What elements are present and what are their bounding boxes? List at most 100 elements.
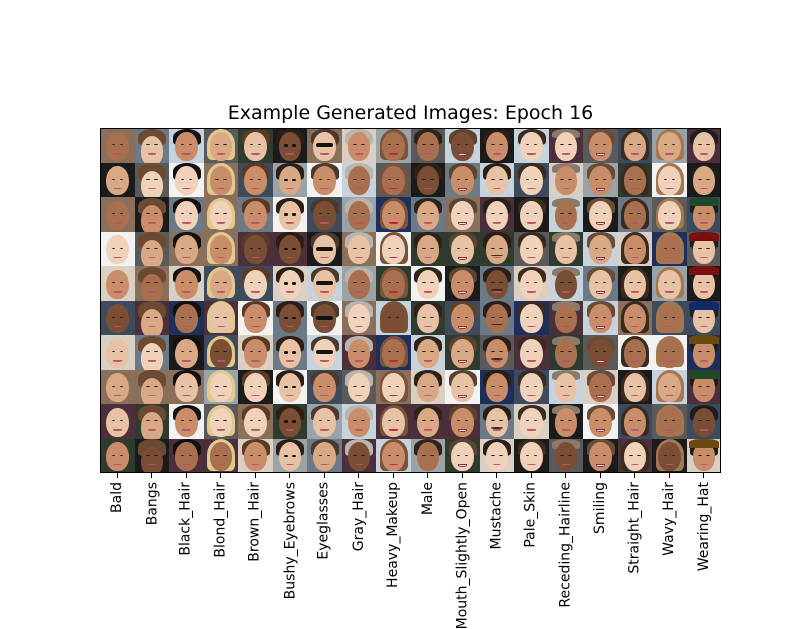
- face-image: [341, 300, 377, 336]
- eye-right: [292, 282, 296, 285]
- face-image: [169, 369, 204, 405]
- mouth: [630, 394, 640, 397]
- face-shape: [278, 200, 302, 230]
- eye-left: [387, 144, 392, 146]
- eye-right: [257, 213, 262, 215]
- mouth: [285, 291, 295, 293]
- hat-icon: [689, 197, 719, 207]
- eye-left: [387, 213, 392, 215]
- mouth: [320, 360, 329, 362]
- face-shape: [278, 338, 302, 368]
- mouth: [596, 187, 605, 191]
- eye-right: [602, 282, 607, 284]
- eye-left: [215, 420, 219, 422]
- mouth: [527, 394, 536, 397]
- mouth: [527, 222, 536, 224]
- face-image: [203, 197, 239, 232]
- mouth: [389, 394, 398, 397]
- eye-left: [387, 385, 392, 387]
- eye-left: [284, 351, 288, 354]
- eye-left: [698, 316, 702, 318]
- face-image: [617, 197, 653, 232]
- face-image: [100, 162, 135, 198]
- eye-left: [111, 454, 116, 456]
- eye-right: [533, 385, 538, 387]
- face-image: [203, 404, 239, 439]
- face-shape: [554, 442, 578, 472]
- face-shape: [692, 338, 716, 368]
- eye-right: [395, 385, 400, 387]
- eye-left: [491, 282, 495, 284]
- face-shape: [554, 304, 578, 334]
- glasses-icon: [316, 281, 333, 286]
- face-shape: [106, 131, 129, 161]
- eye-right: [188, 213, 193, 215]
- eye-left: [456, 282, 461, 284]
- mouth: [354, 153, 364, 155]
- mouth: [699, 256, 709, 259]
- face-image: [410, 335, 446, 370]
- eye-left: [456, 316, 461, 318]
- face-shape: [451, 373, 474, 403]
- face-shape: [209, 407, 233, 437]
- face-image: [272, 128, 308, 163]
- mouth: [458, 222, 467, 226]
- face-shape: [554, 166, 578, 196]
- mouth: [492, 153, 502, 155]
- face-image: [238, 404, 273, 439]
- face-shape: [382, 442, 405, 472]
- eye-left: [249, 178, 254, 180]
- face-image: [100, 266, 135, 301]
- eye-left: [318, 213, 323, 215]
- mouth: [665, 325, 674, 328]
- face-image: [686, 438, 721, 473]
- face-image: [583, 335, 618, 370]
- eye-left: [353, 385, 357, 387]
- face-shape: [692, 235, 716, 265]
- face-shape: [278, 304, 302, 334]
- face-shape: [140, 446, 164, 473]
- face-image: [479, 266, 515, 301]
- face-shape: [416, 131, 440, 161]
- face-image: [617, 438, 653, 473]
- eye-right: [671, 420, 676, 422]
- face-shape: [623, 373, 647, 403]
- face-image: [514, 438, 549, 473]
- face-shape: [347, 442, 371, 472]
- face-shape: [244, 442, 267, 472]
- mouth: [561, 394, 571, 397]
- face-shape: [278, 131, 302, 161]
- eye-right: [223, 385, 227, 387]
- face-image: [307, 197, 342, 232]
- mouth: [423, 429, 433, 431]
- face-image: [100, 438, 135, 473]
- face-image: [445, 231, 480, 267]
- eye-left: [422, 247, 426, 249]
- eye-right: [568, 247, 572, 249]
- face-shape: [416, 407, 440, 437]
- eye-right: [154, 420, 158, 422]
- mouth: [527, 256, 536, 259]
- eye-right: [533, 247, 538, 249]
- eye-left: [525, 282, 530, 284]
- face-image: [686, 231, 721, 267]
- eye-right: [154, 144, 158, 146]
- eye-right: [361, 385, 365, 387]
- mouth: [320, 153, 329, 155]
- mouth: [216, 325, 226, 328]
- face-image: [307, 438, 342, 473]
- mouth: [423, 394, 433, 397]
- eye-left: [525, 178, 530, 180]
- eye-left: [180, 454, 185, 456]
- mouth: [630, 429, 640, 431]
- face-shape: [175, 131, 198, 161]
- eye-right: [533, 213, 538, 215]
- face-image: [203, 231, 239, 267]
- face-shape: [589, 200, 612, 230]
- mouth: [216, 153, 226, 155]
- eye-right: [188, 454, 193, 456]
- eye-right: [464, 351, 469, 353]
- face-image: [686, 300, 721, 336]
- face-shape: [520, 269, 543, 299]
- face-shape: [244, 200, 267, 230]
